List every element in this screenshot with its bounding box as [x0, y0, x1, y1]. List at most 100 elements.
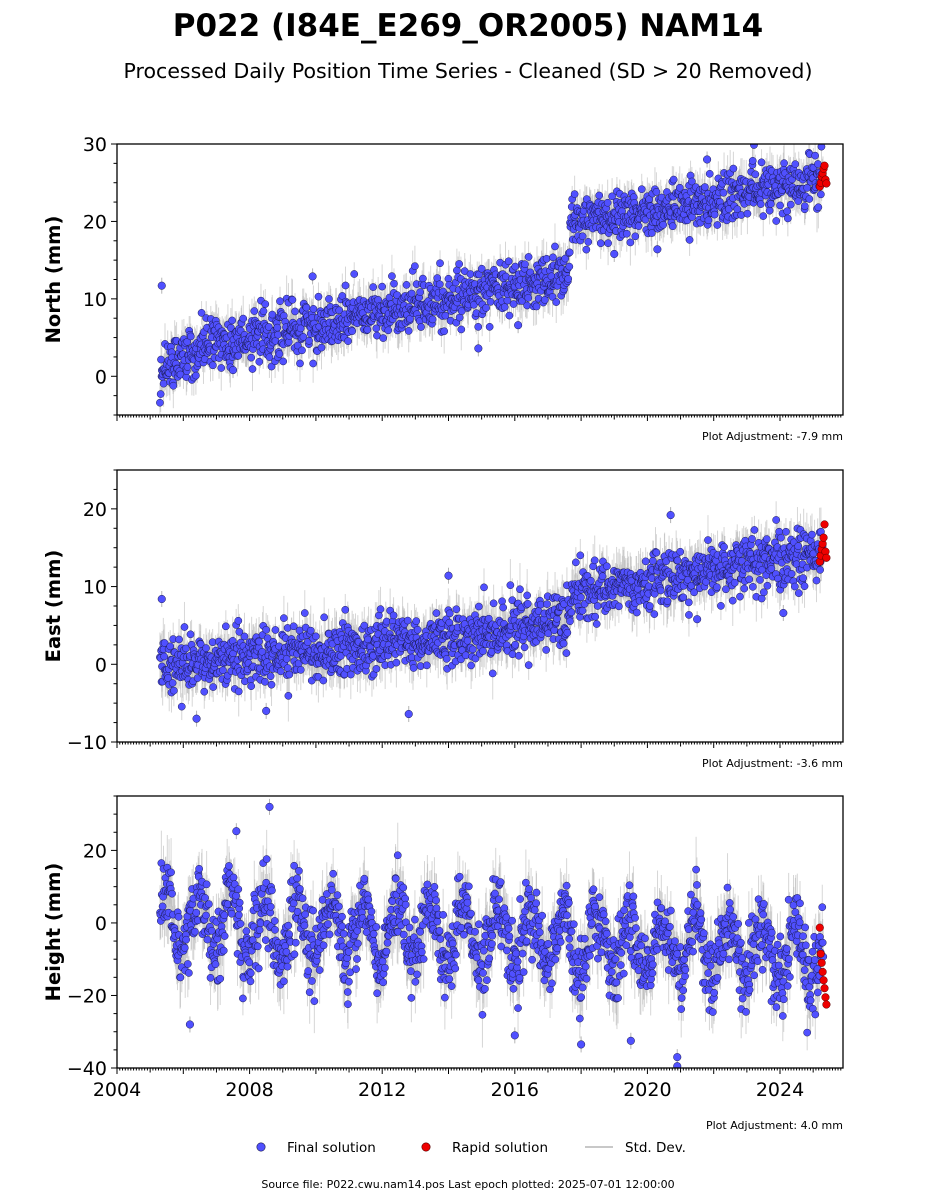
final-solution-point [197, 309, 206, 317]
final-solution-point [350, 270, 359, 278]
final-solution-point [584, 238, 593, 246]
final-solution-point [183, 337, 192, 346]
final-solution-point [192, 371, 200, 380]
final-solution-point [273, 323, 282, 332]
final-solution-point [411, 262, 419, 271]
final-solution-point [486, 297, 495, 306]
final-solution-point [719, 188, 728, 197]
final-solution-point [634, 222, 643, 230]
final-solution-point [264, 323, 273, 331]
final-solution-point [542, 254, 551, 263]
final-solution-point [363, 325, 372, 334]
final-solution-point [704, 216, 713, 225]
final-solution-point [505, 311, 514, 320]
final-solution-point [532, 302, 541, 311]
final-solution-point [772, 217, 781, 225]
final-solution-point [743, 209, 752, 218]
final-solution-point [596, 239, 605, 248]
figure-subtitle: Processed Daily Position Time Series - C… [124, 59, 813, 83]
final-solution-points [156, 511, 827, 723]
final-solution-point [275, 350, 284, 358]
final-solution-point [186, 630, 195, 639]
final-solution-point [384, 326, 393, 335]
final-solution-point [610, 249, 619, 258]
final-solution-point [157, 281, 166, 290]
final-solution-point [302, 303, 311, 312]
final-solution-point [675, 183, 684, 192]
final-solution-point [595, 191, 604, 200]
final-solution-point [751, 170, 760, 179]
final-solution-point [811, 151, 819, 160]
final-solution-point [156, 398, 164, 407]
final-solution-point [653, 245, 662, 254]
final-solution-point [159, 379, 168, 388]
final-solution-point [504, 257, 513, 266]
final-solution-point [523, 301, 531, 310]
final-solution-point [552, 298, 561, 306]
final-solution-point [440, 327, 449, 336]
final-solution-point [453, 266, 461, 275]
final-solution-point [296, 324, 305, 333]
final-solution-point [160, 652, 169, 661]
final-solution-point [466, 270, 475, 278]
final-solution-point [180, 623, 189, 631]
final-solution-point [705, 169, 714, 178]
final-solution-point [457, 325, 466, 334]
final-solution-point [729, 164, 738, 173]
final-solution-point [794, 197, 803, 205]
stddev-bars [159, 501, 824, 727]
final-solution-point [293, 341, 302, 350]
final-solution-point [582, 245, 591, 254]
final-solution-point [416, 288, 425, 296]
final-solution-point [393, 291, 401, 299]
final-solution-point [217, 364, 226, 372]
final-solution-point [279, 357, 288, 366]
final-solution-point [335, 306, 344, 315]
final-solution-point [455, 260, 463, 268]
final-solution-point [255, 357, 264, 366]
final-solution-point [250, 307, 259, 315]
final-solution-point [608, 192, 616, 201]
final-solution-point [417, 323, 425, 331]
final-solution-point [170, 686, 178, 695]
final-solution-point [388, 272, 396, 280]
final-solution-point [378, 282, 386, 291]
final-solution-point [685, 236, 694, 244]
final-solution-point [659, 220, 668, 229]
final-solution-point [200, 687, 209, 696]
final-solution-point [701, 183, 709, 191]
final-solution-point [511, 262, 520, 271]
final-solution-point [767, 200, 775, 208]
final-solution-point [565, 248, 574, 257]
final-solution-point [750, 144, 758, 149]
final-solution-point [561, 254, 570, 263]
final-solution-point [291, 307, 299, 316]
final-solution-point [259, 307, 268, 316]
final-solution-point [157, 355, 165, 364]
final-solution-point [379, 334, 388, 342]
final-solution-point [177, 702, 186, 711]
final-solution-point [524, 294, 533, 302]
final-solution-point [521, 260, 529, 269]
final-solution-point [733, 205, 742, 214]
final-solution-point [436, 259, 444, 268]
final-solution-point [305, 336, 313, 345]
final-solution-point [248, 365, 257, 373]
final-solution-point [274, 330, 282, 339]
final-solution-point [756, 200, 765, 208]
rapid-solution-point [820, 161, 829, 170]
final-solution-point [183, 363, 192, 371]
final-solution-point [626, 238, 635, 247]
final-solution-point [541, 296, 549, 304]
final-solution-point [622, 229, 631, 238]
final-solution-point [710, 210, 719, 219]
final-solution-point [261, 300, 270, 308]
final-solution-point [234, 351, 243, 360]
final-solution-point [578, 232, 587, 241]
final-solution-point [228, 316, 236, 325]
final-solution-point [166, 642, 175, 651]
final-solution-point [817, 144, 826, 151]
final-solution-point [737, 211, 746, 219]
